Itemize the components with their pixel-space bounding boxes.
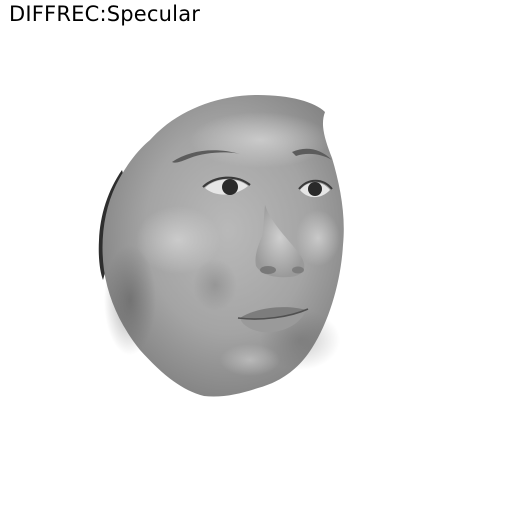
lower-lip: [240, 310, 306, 333]
nose: [255, 205, 305, 278]
upper-lip: [240, 307, 306, 319]
left-eyebrow: [172, 150, 240, 163]
render-caption: DIFFREC:Specular: [9, 2, 201, 26]
right-eyebrow: [292, 148, 332, 160]
